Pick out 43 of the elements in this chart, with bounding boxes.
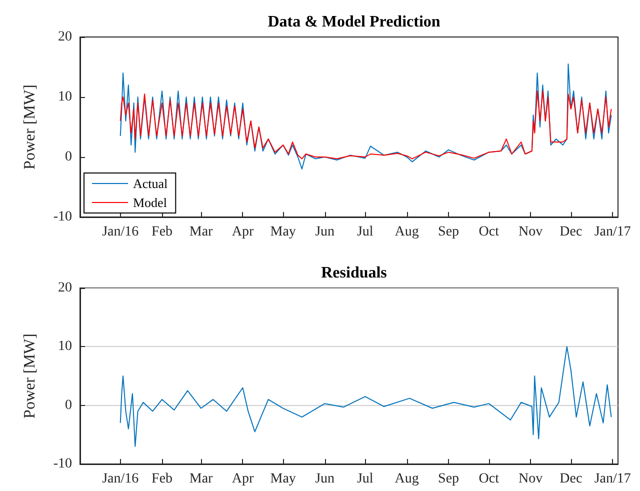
x-tick-label: Feb	[152, 224, 173, 240]
line-series	[120, 64, 612, 170]
y-tick-label: 10	[58, 90, 72, 104]
x-tick-label: Oct	[478, 224, 500, 240]
x-tick-label: Dec	[560, 224, 582, 240]
x-tick-label: Nov	[518, 472, 543, 486]
x-tick-label: Jan/16	[102, 224, 139, 240]
chart-title: Data & Model Prediction	[268, 14, 440, 30]
x-tick-label: May	[270, 472, 296, 486]
x-tick-label: Dec	[560, 472, 582, 486]
x-tick-label: May	[270, 224, 296, 240]
y-tick-label: 20	[58, 30, 72, 44]
x-tick-label: Mar	[189, 472, 214, 486]
x-tick-label: Nov	[518, 224, 543, 240]
x-tick-label: Jun	[315, 224, 335, 240]
x-tick-label: Feb	[152, 472, 173, 486]
x-tick-label: Jul	[356, 472, 374, 486]
x-tick-label: Mar	[189, 224, 214, 240]
x-tick-label: Jul	[356, 224, 374, 240]
y-tick-label: 0	[65, 150, 72, 164]
x-tick-label: Jun	[315, 472, 335, 486]
line-series	[120, 346, 612, 447]
x-tick-label: Sep	[438, 472, 460, 486]
x-tick-label: Jan/17	[594, 472, 631, 486]
x-tick-label: Oct	[478, 472, 500, 486]
y-tick-label: -10	[53, 456, 72, 472]
y-tick-label: 10	[58, 339, 72, 354]
x-tick-label: Sep	[438, 224, 460, 240]
x-tick-label: Aug	[394, 472, 419, 486]
x-tick-label: Jan/17	[594, 224, 631, 240]
chart-title: Residuals	[321, 264, 387, 282]
line-series	[120, 90, 612, 160]
x-tick-label: Apr	[232, 224, 254, 240]
x-tick-label: Apr	[232, 472, 254, 486]
x-tick-label: Aug	[394, 224, 419, 240]
x-tick-label: Jan/16	[102, 472, 139, 486]
y-axis-title: Power [MW]	[22, 334, 38, 418]
y-axis-title: Power [MW]	[22, 84, 38, 170]
y-tick-label: 0	[65, 398, 72, 413]
y-tick-label: 20	[58, 280, 72, 296]
legend-label: Actual	[133, 176, 168, 191]
legend-label: Model	[133, 195, 168, 210]
y-tick-label: -10	[53, 210, 72, 224]
